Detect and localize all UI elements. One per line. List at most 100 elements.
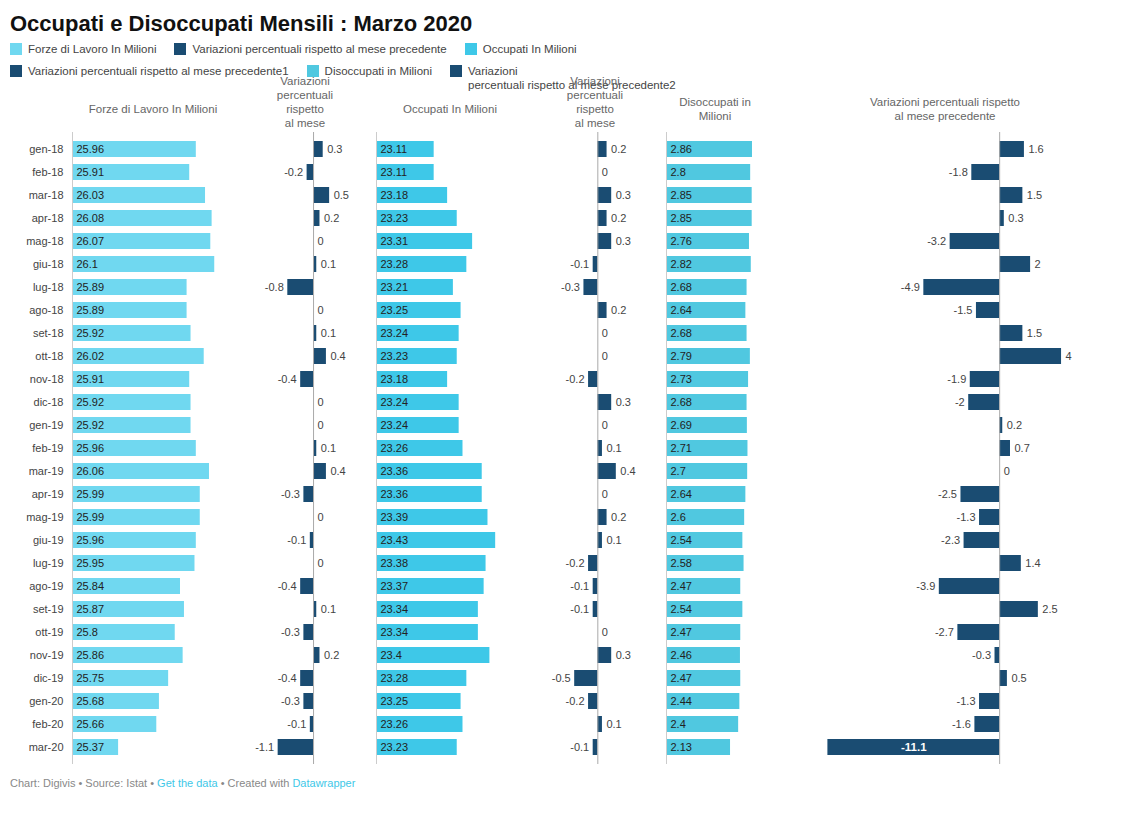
svg-text:0.1: 0.1 [606,442,621,454]
svg-text:25.91: 25.91 [77,166,105,178]
svg-text:-0.1: -0.1 [570,741,589,753]
svg-text:apr-19: apr-19 [32,488,64,500]
svg-text:-0.1: -0.1 [287,534,306,546]
svg-text:-2.7: -2.7 [935,626,954,638]
svg-text:0.1: 0.1 [321,258,336,270]
svg-text:25.89: 25.89 [77,304,105,316]
svg-text:0.2: 0.2 [611,143,626,155]
svg-text:0: 0 [318,557,324,569]
svg-text:2.79: 2.79 [671,350,692,362]
svg-text:25.37: 25.37 [77,741,105,753]
svg-text:23.26: 23.26 [381,718,409,730]
svg-text:23.24: 23.24 [381,396,409,408]
svg-text:lug-18: lug-18 [33,281,64,293]
svg-text:-0.3: -0.3 [281,626,300,638]
svg-text:ago-19: ago-19 [29,580,63,592]
svg-text:2.68: 2.68 [671,327,692,339]
svg-text:26.06: 26.06 [77,465,105,477]
svg-text:-0.5: -0.5 [552,672,571,684]
svg-text:25.89: 25.89 [77,281,105,293]
svg-text:-1.9: -1.9 [947,373,966,385]
svg-text:0.1: 0.1 [321,327,336,339]
svg-text:2.54: 2.54 [671,534,692,546]
svg-text:23.18: 23.18 [381,189,409,201]
svg-text:23.26: 23.26 [381,442,409,454]
svg-text:-1.1: -1.1 [255,741,274,753]
svg-text:25.96: 25.96 [77,534,105,546]
svg-text:1.4: 1.4 [1025,557,1040,569]
svg-text:-0.3: -0.3 [561,281,580,293]
svg-text:25.92: 25.92 [77,327,105,339]
svg-text:0: 0 [318,419,324,431]
svg-text:0.3: 0.3 [327,143,342,155]
svg-text:25.99: 25.99 [77,488,105,500]
svg-text:0.3: 0.3 [616,649,631,661]
svg-text:2.58: 2.58 [671,557,692,569]
svg-text:23.23: 23.23 [381,350,409,362]
svg-text:0: 0 [318,396,324,408]
svg-text:2.85: 2.85 [671,189,692,201]
svg-text:1.6: 1.6 [1028,143,1043,155]
svg-text:0.7: 0.7 [1014,442,1029,454]
svg-text:0.5: 0.5 [1011,672,1026,684]
svg-text:2.68: 2.68 [671,396,692,408]
svg-text:2.76: 2.76 [671,235,692,247]
svg-text:26.03: 26.03 [77,189,105,201]
svg-text:0.2: 0.2 [611,212,626,224]
svg-text:dic-18: dic-18 [34,396,64,408]
svg-text:23.28: 23.28 [381,258,409,270]
svg-text:23.31: 23.31 [381,235,409,247]
svg-text:2.47: 2.47 [671,626,692,638]
svg-text:2.86: 2.86 [671,143,692,155]
svg-text:26.1: 26.1 [77,258,98,270]
svg-text:-3.9: -3.9 [916,580,935,592]
svg-text:0.3: 0.3 [616,235,631,247]
svg-text:-0.3: -0.3 [281,695,300,707]
svg-text:-0.1: -0.1 [570,258,589,270]
svg-text:-0.1: -0.1 [570,580,589,592]
svg-text:25.87: 25.87 [77,603,105,615]
svg-text:0: 0 [602,419,608,431]
svg-text:23.38: 23.38 [381,557,409,569]
svg-text:1.5: 1.5 [1027,189,1042,201]
svg-text:2.54: 2.54 [671,603,692,615]
svg-text:mag-19: mag-19 [26,511,63,523]
svg-text:25.96: 25.96 [77,442,105,454]
svg-text:2.68: 2.68 [671,281,692,293]
svg-text:2: 2 [1035,258,1041,270]
svg-text:2.85: 2.85 [671,212,692,224]
svg-text:2.47: 2.47 [671,580,692,592]
svg-text:giu-19: giu-19 [33,534,64,546]
svg-text:0: 0 [318,511,324,523]
svg-text:0: 0 [318,304,324,316]
svg-text:2.8: 2.8 [671,166,686,178]
svg-text:23.11: 23.11 [381,143,408,155]
svg-text:-0.2: -0.2 [566,695,585,707]
svg-text:23.23: 23.23 [381,212,409,224]
svg-text:2.46: 2.46 [671,649,692,661]
svg-text:0.3: 0.3 [616,396,631,408]
svg-text:26.08: 26.08 [77,212,105,224]
svg-text:-0.3: -0.3 [281,488,300,500]
svg-text:25.84: 25.84 [77,580,105,592]
svg-text:ott-18: ott-18 [35,350,63,362]
svg-text:23.18: 23.18 [381,373,409,385]
svg-text:-4.9: -4.9 [901,281,920,293]
svg-text:ago-18: ago-18 [29,304,63,316]
svg-text:23.34: 23.34 [381,603,409,615]
svg-text:-0.8: -0.8 [265,281,284,293]
svg-text:26.02: 26.02 [77,350,105,362]
svg-text:0.4: 0.4 [620,465,635,477]
svg-text:-0.4: -0.4 [278,373,297,385]
svg-text:2.4: 2.4 [671,718,686,730]
svg-text:feb-20: feb-20 [32,718,63,730]
svg-text:25.86: 25.86 [77,649,105,661]
svg-text:-2.3: -2.3 [941,534,960,546]
svg-text:25.96: 25.96 [77,143,105,155]
svg-text:2.71: 2.71 [671,442,692,454]
svg-text:nov-19: nov-19 [30,649,64,661]
svg-text:25.92: 25.92 [77,396,105,408]
svg-text:23.25: 23.25 [381,695,409,707]
svg-text:0.5: 0.5 [334,189,349,201]
svg-text:23.39: 23.39 [381,511,409,523]
